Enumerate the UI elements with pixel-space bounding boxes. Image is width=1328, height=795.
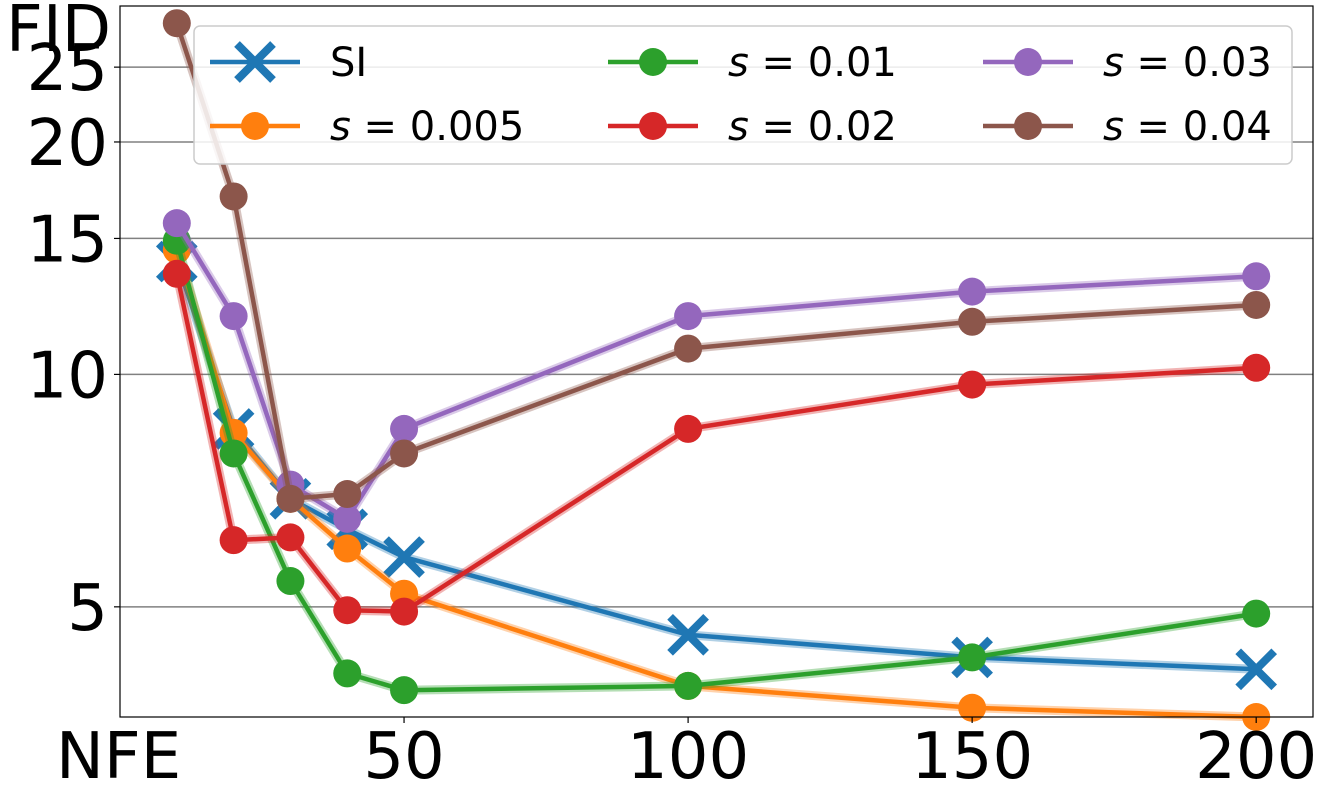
data-point <box>219 302 248 331</box>
data-point <box>674 414 703 443</box>
data-point <box>1242 290 1271 319</box>
data-point <box>390 414 419 443</box>
data-point <box>958 370 987 399</box>
legend-label: s = 0.03 <box>1103 40 1272 86</box>
legend-label: SI <box>330 40 367 86</box>
data-point <box>333 480 362 509</box>
legend-label: s = 0.04 <box>1103 104 1272 150</box>
y-tick-label: 15 <box>27 203 108 277</box>
data-point <box>219 526 248 555</box>
data-point <box>674 302 703 331</box>
y-tick-label: 25 <box>27 32 108 106</box>
series-line <box>174 273 1257 614</box>
series-line <box>174 22 1257 502</box>
data-point <box>1242 353 1271 382</box>
legend-marker <box>639 48 667 76</box>
data-point <box>162 9 191 38</box>
x-axis-label: NFE <box>56 720 181 794</box>
y-tick-label: 5 <box>67 572 108 646</box>
data-point <box>958 277 987 306</box>
legend-entry: s = 0.03 <box>983 40 1272 86</box>
series-4 <box>162 259 1271 626</box>
plot-frame <box>119 5 1314 718</box>
data-point <box>383 536 425 578</box>
data-point <box>667 613 709 656</box>
legend-entry: s = 0.04 <box>983 104 1272 150</box>
data-point <box>219 439 248 468</box>
legend-marker <box>241 112 269 140</box>
data-point <box>958 307 987 336</box>
data-point <box>333 504 362 533</box>
legend-entry: s = 0.02 <box>608 104 897 150</box>
legend: SI s = 0.005 s = 0.01 s = 0.02 s = 0.03 s = 0… <box>193 25 1293 165</box>
data-point <box>333 596 362 625</box>
legend-marker <box>1014 48 1042 76</box>
series-layer <box>155 9 1278 731</box>
legend-marker <box>234 41 276 83</box>
x-tick-label: 50 <box>363 720 444 794</box>
y-tick-label: 10 <box>27 339 108 413</box>
series-band <box>172 239 1257 695</box>
legend-label: s = 0.01 <box>728 40 897 86</box>
data-point <box>1242 262 1271 291</box>
data-point <box>333 659 362 688</box>
data-point <box>390 439 419 468</box>
data-point <box>958 643 987 672</box>
x-tick-label: 150 <box>911 720 1033 794</box>
data-point <box>162 209 191 238</box>
legend-marker <box>1014 112 1042 140</box>
x-tick-label: 200 <box>1195 720 1317 794</box>
data-point <box>674 671 703 700</box>
series-line <box>174 240 1257 693</box>
series-6 <box>162 9 1271 513</box>
legend-entry: s = 0.005 <box>210 104 524 150</box>
y-tick-label: 20 <box>27 107 108 181</box>
data-point <box>674 334 703 363</box>
data-point <box>276 484 305 513</box>
series-line <box>174 221 1257 522</box>
series-5 <box>162 209 1271 533</box>
x-tick-labels: 50 100 150 200 <box>363 717 1317 794</box>
series-band <box>172 272 1257 617</box>
y-axis-label: FID <box>6 0 111 67</box>
data-point <box>219 182 248 211</box>
legend-label: s = 0.005 <box>330 104 524 150</box>
legend-entry: s = 0.01 <box>608 40 897 86</box>
data-point <box>1242 599 1271 628</box>
data-point <box>162 259 191 288</box>
data-point <box>276 567 305 596</box>
data-point <box>390 597 419 626</box>
legend-entry: SI <box>210 40 367 86</box>
x-tick-label: 100 <box>627 720 749 794</box>
data-point <box>1235 648 1278 691</box>
data-point <box>390 676 419 705</box>
data-point <box>276 523 305 552</box>
data-point <box>333 534 362 563</box>
series-band <box>172 220 1257 524</box>
data-point <box>958 693 987 722</box>
legend-label: s = 0.02 <box>728 104 897 150</box>
legend-marker <box>639 112 667 140</box>
series-3 <box>162 226 1271 705</box>
